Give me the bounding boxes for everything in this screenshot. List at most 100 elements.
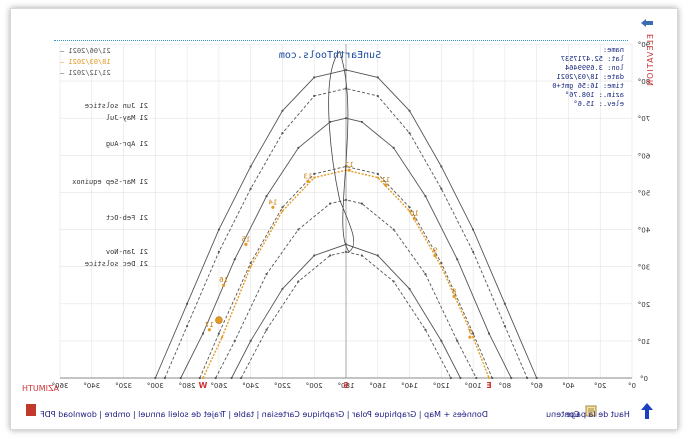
series-point [440,187,443,190]
hour-marker [452,294,456,298]
hour-marker-label: 7 [468,328,472,336]
x-tick-label: 240° [242,382,259,390]
series-point [459,376,462,380]
series-point [472,336,475,339]
series-point [281,206,284,209]
xlabel: AZIMUTH [22,384,59,393]
y-tick-label: 50° [638,189,650,197]
document-icon[interactable] [584,404,598,418]
series-point [154,376,157,380]
y-tick-label: 70° [638,115,650,123]
series-point [163,376,166,380]
curve-label-apr: 21 Apr-Aug [105,140,148,148]
series-point [265,272,268,276]
series-point [186,324,189,328]
x-tick-label: 340° [83,382,100,390]
x-tick-label: 140° [401,382,418,390]
y-tick-label: 30° [638,264,650,272]
series-point [376,254,379,257]
arrow-up-icon[interactable] [640,402,654,420]
pdf-icon[interactable] [26,404,36,416]
series-point [456,258,459,261]
hour-marker [207,328,211,332]
cardinal-label: W [198,381,207,390]
x-tick-label: 360° [52,382,69,390]
header-divider [54,40,628,41]
series-point [313,172,316,175]
curve-label-jan: 21 Jan-Nov [105,248,148,256]
curve-label-feb: 21 Feb-Oct [105,214,148,222]
series-point [249,187,252,190]
share-icon[interactable] [640,18,654,28]
series-point [392,280,395,283]
series-point [491,376,494,380]
series-point [281,131,284,135]
series-point [297,228,300,231]
ylabel: ELEVATION [646,34,655,87]
series-point [297,280,300,283]
x-tick-label: 180° [338,382,355,390]
series-point [424,328,427,331]
info-row-name: name: [602,46,624,54]
series-point [249,339,252,342]
x-tick-label: 100° [465,382,482,390]
hour-marker-label: 13 [303,172,312,180]
series-point [408,131,411,135]
legend: 21/06/2021 — 18/03/2021 — 21/12/2021 — [60,46,111,79]
legend-item-dec: 21/12/2021 — [60,69,111,77]
series-point [313,76,316,79]
y-tick-label: 90° [638,41,650,49]
series-point [440,261,443,265]
series-point [214,376,217,380]
series-point [233,258,236,261]
series-point [376,172,379,175]
y-tick-label: 0° [640,375,648,383]
info-row-elev: elev.: 15.6° [573,100,624,108]
legend-item-current: 18/03/2021 — [60,58,111,66]
series-point [408,287,411,291]
x-tick-label: 0° [628,382,636,390]
series-point [313,94,316,98]
series-point [249,265,252,268]
series-line [199,166,493,379]
current-sun-position [215,316,223,324]
x-tick-label: 40° [562,382,574,390]
series-point [233,339,236,342]
hour-marker [433,253,437,258]
series-point [376,76,379,79]
cardinal-label: E [486,381,491,390]
series-point [281,287,284,291]
series-point [313,176,316,179]
nav-links[interactable]: Données + Map | Graphique Polar | Graphi… [40,410,488,419]
x-tick-label: 120° [433,382,450,390]
series-point [510,376,513,380]
y-tick-label: 20° [638,301,650,309]
hour-marker [306,179,310,183]
chart-series [154,50,538,380]
series-point [360,202,363,205]
series-point [265,328,268,331]
curve-label-mar: 21 Mar-Sep equinox [72,178,148,186]
x-tick-label: 220° [274,382,291,390]
info-row-time: time: 16:56 gmt+0 [552,82,624,90]
series-point [217,332,220,335]
legend-item-jun: 21/06/2021 — [60,47,111,55]
hour-marker-label: 11 [381,176,390,184]
series-point [424,195,427,198]
series-point [201,376,205,380]
series-line [240,251,452,379]
series-point [424,272,427,276]
cardinal-label: S [343,381,349,390]
hour-marker [468,335,472,339]
nav-top[interactable]: Haut de la page [566,410,630,419]
series-point [440,165,443,168]
info-row-date: date: 18/03/2021 [556,73,624,81]
series-point [179,376,182,380]
analemma-loop [328,50,355,253]
x-tick-label: 280° [179,382,196,390]
hour-marker [244,242,248,246]
chart-frame [10,8,678,430]
site-title[interactable]: SunEarthTools.com [279,50,381,61]
series-point [392,228,395,231]
x-tick-label: 160° [369,382,386,390]
